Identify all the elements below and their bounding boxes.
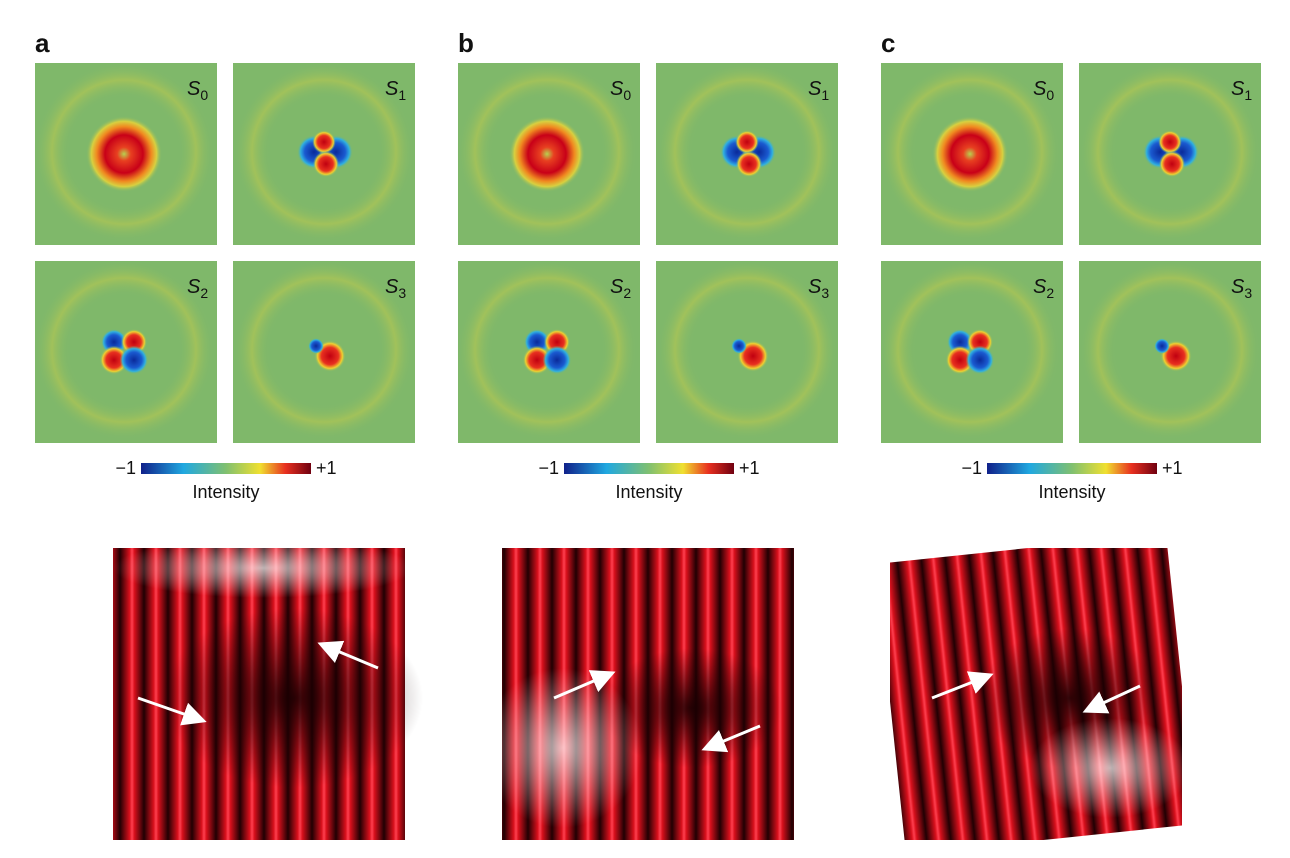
colorbar-max: +1 [316,458,337,478]
arrow [1082,684,1141,714]
intensity-lobe [731,338,747,354]
map-label-index: 2 [1046,285,1054,301]
intensity-ring [86,116,162,192]
map-label-index: 3 [398,285,406,301]
intensity-lobe [312,130,336,154]
map-label-index: 0 [200,87,208,103]
phase-singularity [163,608,423,788]
panel-label: a [35,28,50,58]
intensity-lobe [736,151,762,177]
intensity-lobe [119,345,149,375]
intensity-lobe [99,345,129,375]
colorbar [141,463,311,474]
arrow [931,671,994,700]
map-label-index: 2 [200,285,208,301]
intensity-lobe [945,345,975,375]
colorbar-title: Intensity [615,482,682,502]
map-label-index: 1 [1244,87,1252,103]
map-label-index: 1 [821,87,829,103]
colorbar-max: +1 [1162,458,1183,478]
panel-label: b [458,28,474,58]
bright-region [482,668,642,828]
intensity-lobe [542,345,572,375]
arrow [701,724,761,753]
fringe-frame [462,508,834,858]
colorbar-min: −1 [538,458,559,478]
intensity-lobe [308,338,324,354]
map-label-index: 2 [623,285,631,301]
map-label-index: 0 [623,87,631,103]
arrow [553,670,616,700]
panel-label: c [881,28,895,58]
bright-region [1030,718,1190,818]
colorbar [564,463,734,474]
intensity-lobe [1159,151,1185,177]
bright-region [113,538,413,598]
intensity-ring [509,116,585,192]
arrow [137,696,207,726]
colorbar-min: −1 [115,458,136,478]
intensity-ring [932,116,1008,192]
phase-singularity [602,648,782,768]
intensity-lobe [1158,130,1182,154]
colorbar [987,463,1157,474]
intensity-lobe [313,151,339,177]
map-label-index: 0 [1046,87,1054,103]
fringe-frame [850,508,1222,858]
intensity-lobe [1154,338,1170,354]
intensity-lobe [522,345,552,375]
map-label-index: 1 [398,87,406,103]
arrow [317,640,379,670]
colorbar-title: Intensity [192,482,259,502]
map-label-index: 3 [1244,285,1252,301]
colorbar-max: +1 [739,458,760,478]
map-label-index: 3 [821,285,829,301]
intensity-lobe [735,130,759,154]
colorbar-title: Intensity [1038,482,1105,502]
colorbar-min: −1 [961,458,982,478]
fringe-frame [73,508,445,858]
intensity-lobe [965,345,995,375]
